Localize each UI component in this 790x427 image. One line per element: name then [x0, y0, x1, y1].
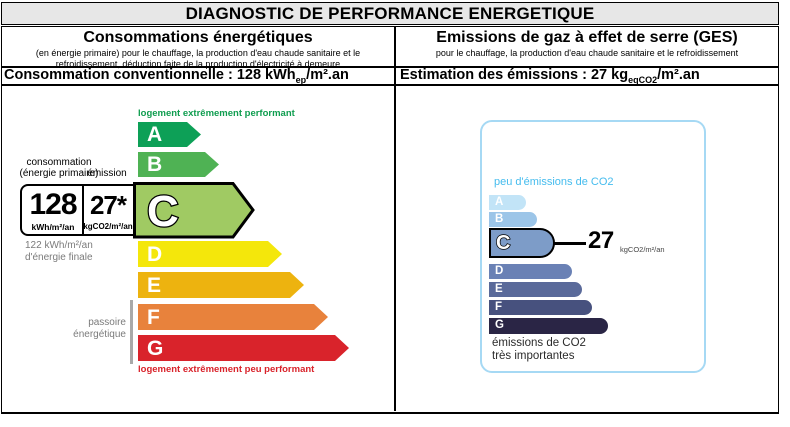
ges-bar-e: E — [489, 282, 582, 297]
ges-header: Emissions de gaz à effet de serre (GES) — [436, 29, 738, 46]
energy-header-cell: Consommations énergétiques (en énergie p… — [3, 28, 393, 69]
ges-value-connector-line — [554, 242, 586, 245]
ges-bar-d-letter: D — [495, 264, 504, 277]
energy-bar-c-arrow — [133, 182, 255, 239]
energy-bar-b-letter: B — [147, 153, 163, 176]
energy-value-box — [20, 184, 135, 236]
energy-bar-f: F — [138, 304, 328, 330]
emission-unit: kgCO2/m²/an — [83, 222, 133, 231]
value-row-divider — [1, 84, 778, 86]
report-title-box: DIAGNOSTIC DE PERFORMANCE ENERGETIQUE — [1, 2, 779, 25]
energy-value-sub: ep — [295, 74, 307, 85]
report-title: DIAGNOSTIC DE PERFORMANCE ENERGETIQUE — [185, 3, 595, 23]
report-table-frame — [1, 26, 779, 414]
energy-bar-e-letter: E — [147, 273, 162, 297]
consumption-label: consommation (énergie primaire) — [19, 157, 99, 179]
ges-bar-c-letter: C — [495, 232, 511, 254]
ges-best-label: peu d'émissions de CO2 — [494, 176, 614, 188]
energy-consumption-value: Consommation conventionnelle : 128 kWhep… — [4, 67, 349, 85]
energy-bar-c-selected — [133, 182, 255, 239]
energy-bar-a: A — [138, 122, 201, 147]
passoire-bracket-line — [130, 300, 133, 364]
energy-bar-g: G — [138, 335, 349, 361]
energy-bar-d-letter: D — [147, 242, 163, 266]
ges-selected-value: 27 — [588, 227, 614, 254]
ges-worst-label: émissions de CO2 très importantes — [492, 337, 586, 362]
energy-bar-e: E — [138, 272, 304, 298]
ges-bar-b-letter: B — [495, 212, 504, 225]
emission-value: 27* — [89, 190, 127, 220]
ges-value-suffix: /m².an — [657, 67, 700, 83]
ges-subtitle: pour le chauffage, la production d'eau c… — [435, 48, 739, 58]
center-divider — [394, 26, 396, 411]
energy-bar-a-letter: A — [147, 123, 163, 146]
energy-value-suffix: /m².an — [306, 67, 349, 83]
ges-value-text: Estimation des émissions : 27 kg — [400, 67, 629, 83]
energy-value-text: Consommation conventionnelle : 128 kWh — [4, 67, 296, 83]
energy-subtitle: (en énergie primaire) pour le chauffage,… — [35, 48, 361, 69]
energy-worst-label: logement extrêmement peu performant — [138, 364, 315, 375]
ges-bar-a-letter: A — [495, 195, 504, 208]
energy-best-label: logement extrêmement performant — [138, 108, 295, 119]
ges-bar-f: F — [489, 300, 592, 315]
energy-bar-g-letter: G — [147, 336, 164, 360]
ges-bar-c-selected: C — [489, 228, 555, 258]
ges-selected-unit: kgCO2/m²/an — [620, 245, 665, 254]
header-row-divider — [1, 66, 778, 68]
ges-bar-e-letter: E — [495, 282, 503, 295]
ges-bar-a: A — [489, 195, 526, 210]
primary-energy-value: 128 — [29, 188, 77, 221]
energy-bar-f-letter: F — [147, 305, 160, 329]
ges-estimation-value: Estimation des émissions : 27 kgeqCO2/m²… — [400, 67, 700, 85]
energy-bar-b: B — [138, 152, 219, 177]
energy-bar-c-letter: C — [146, 187, 180, 236]
ges-bar-f-letter: F — [495, 300, 503, 313]
primary-energy-unit: kWh/m²/an — [31, 222, 75, 232]
energy-value-box-divider — [82, 184, 84, 236]
ges-bar-g: G — [489, 318, 608, 334]
energy-bar-d: D — [138, 241, 282, 267]
final-energy-label: 122 kWh/m²/an d'énergie finale — [25, 240, 93, 263]
ges-header-cell: Emissions de gaz à effet de serre (GES) … — [397, 28, 777, 66]
emission-label: émission — [87, 168, 127, 179]
ges-bar-g-letter: G — [495, 319, 504, 332]
ges-bar-b: B — [489, 212, 537, 227]
ges-value-sub: eqCO2 — [628, 74, 658, 85]
ges-bar-d: D — [489, 264, 572, 279]
energy-header: Consommations énergétiques — [83, 29, 313, 46]
passoire-label: passoire énergétique — [73, 317, 126, 340]
